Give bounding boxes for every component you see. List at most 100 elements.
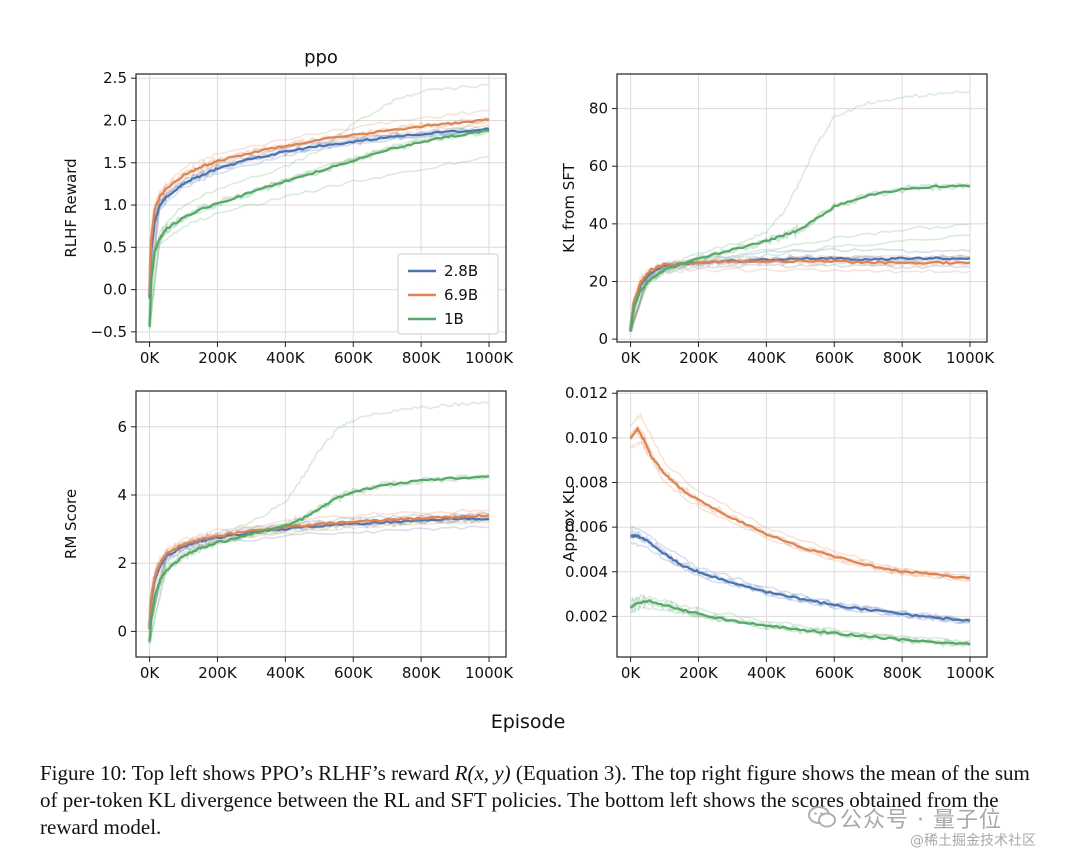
x-tick-label: 200K [679, 349, 719, 367]
series-line-1b [148, 475, 490, 642]
x-tick-label: 600K [334, 664, 374, 682]
y-tick-label: 0.008 [565, 473, 608, 491]
series-line-6-9b [148, 513, 490, 628]
run-line-6-9b [148, 508, 490, 628]
x-tick-label: 0K [140, 664, 161, 682]
y-tick-label: 1.5 [103, 154, 127, 172]
y-axis-label: KL from SFT [560, 162, 578, 253]
y-tick-label: 60 [589, 157, 608, 175]
x-tick-label: 200K [679, 664, 719, 682]
run-line-2-8b [629, 263, 971, 332]
series-line-6-9b [629, 259, 971, 332]
legend-box [397, 253, 499, 335]
x-tick-label: 1000K [946, 349, 995, 367]
caption-prefix: Figure 10: Top left shows PPO’s RLHF’s r… [40, 761, 455, 785]
x-tick-label: 800K [402, 664, 442, 682]
series-line-6-9b [629, 427, 971, 580]
y-tick-label: 0.004 [565, 563, 608, 581]
run-line-1b [148, 401, 490, 643]
run-line-1b [629, 90, 971, 332]
series-line-1b [629, 599, 971, 646]
y-tick-label: 0.0 [103, 281, 127, 299]
series-line-1b [629, 184, 971, 332]
x-tick-label: 200K [198, 349, 238, 367]
run-line-2-8b [630, 541, 971, 625]
y-tick-label: 40 [589, 215, 608, 233]
y-tick-label: 2.0 [103, 111, 127, 129]
y-tick-label: 6 [117, 418, 127, 436]
x-tick-label: 800K [883, 349, 923, 367]
y-tick-label: 1.0 [103, 196, 127, 214]
x-tick-label: 400K [747, 349, 787, 367]
series-line-1b [148, 129, 490, 328]
x-tick-label: 1000K [465, 664, 514, 682]
y-axis-label: RM Score [62, 489, 80, 559]
y-tick-label: 2 [117, 554, 127, 572]
x-tick-label: 600K [815, 664, 855, 682]
panel-rm-score: 0K 200K 400K 600K 800K 1000K 0 2 4 6 RM Score [62, 390, 514, 682]
run-line-6-9b [148, 521, 490, 628]
panel-kl-from-sft: 0K 200K 400K 600K 800K 1000K 0 20 40 60 80 KL from … [560, 73, 995, 367]
plot-area [629, 412, 971, 648]
y-tick-label: 2.5 [103, 69, 127, 87]
run-line-6-9b [630, 441, 971, 582]
run-line-2-8b [148, 128, 490, 298]
x-tick-label: 200K [198, 664, 238, 682]
y-tick-label: 0.010 [565, 429, 608, 447]
y-tick-label: 20 [589, 272, 608, 290]
series-line-2-8b [148, 127, 490, 299]
run-line-1b [148, 156, 490, 330]
plot-frame [135, 390, 507, 658]
plot-area [147, 83, 490, 330]
y-axis-label: RLHF Reward [62, 158, 80, 257]
x-tick-label: 0K [621, 664, 642, 682]
run-line-1b [629, 593, 971, 643]
panel-approx-kl: 0K 200K 400K 600K 800K 1000K 0.002 0.004 0.006 0.… [560, 384, 995, 682]
figure-xlabel: Episode [491, 711, 566, 733]
y-tick-label: 4 [117, 486, 127, 504]
plot-frame [616, 390, 988, 658]
x-tick-label: 1000K [465, 349, 514, 367]
run-line-6-9b [148, 109, 490, 293]
panel-title: ppo [304, 47, 338, 68]
x-tick-label: 400K [266, 349, 306, 367]
series-line-6-9b [148, 118, 490, 294]
series-band-1b [147, 474, 490, 644]
legend-label-6-9b: 6.9B [444, 286, 478, 304]
plot-area [628, 90, 971, 333]
legend-label-2-8b: 2.8B [444, 262, 478, 280]
panel-rlhf-reward: 0K 200K 400K 600K 800K 1000K −0.5 0.0 0.5 1.0 1.5 2… [62, 47, 514, 367]
y-tick-label: 0.006 [565, 518, 608, 536]
y-tick-label: 0 [117, 622, 127, 640]
x-tick-label: 0K [140, 349, 161, 367]
plot-frame [135, 73, 507, 343]
caption-math: R(x, y) [454, 761, 511, 785]
x-tick-label: 400K [747, 664, 787, 682]
x-tick-label: 1000K [946, 664, 995, 682]
x-tick-label: 800K [883, 664, 923, 682]
plot-frame [616, 73, 988, 343]
watermark-line2: @稀土掘金技术社区 [910, 833, 1036, 849]
figure-caption: Figure 10: Top left shows PPO’s RLHF’s r… [40, 760, 1040, 841]
legend: 2.8B 6.9B 1B [397, 253, 499, 335]
y-axis-label: Approx KL [560, 486, 578, 562]
run-line-2-8b [148, 525, 490, 628]
legend-label-1b: 1B [444, 310, 464, 328]
x-tick-label: 600K [815, 349, 855, 367]
y-tick-label: 0 [598, 330, 608, 348]
y-tick-label: 80 [589, 100, 608, 118]
watermark: 公众号 · 量子位 @稀土掘金技术社区 [800, 796, 1070, 856]
series-line-2-8b [630, 534, 971, 622]
run-line-1b [148, 83, 490, 322]
y-tick-label: 0.5 [103, 238, 127, 256]
caption-suffix: (Equation 3). The top right figure shows… [40, 761, 1030, 839]
y-tick-label: −0.5 [91, 323, 127, 341]
run-line-6-9b [629, 267, 971, 332]
watermark-line1: 公众号 · 量子位 [840, 808, 1002, 833]
run-line-6-9b [629, 412, 971, 577]
x-tick-label: 400K [266, 664, 306, 682]
x-tick-label: 800K [402, 349, 442, 367]
wechat-icon [808, 806, 836, 828]
y-tick-label: 0.012 [565, 384, 608, 402]
